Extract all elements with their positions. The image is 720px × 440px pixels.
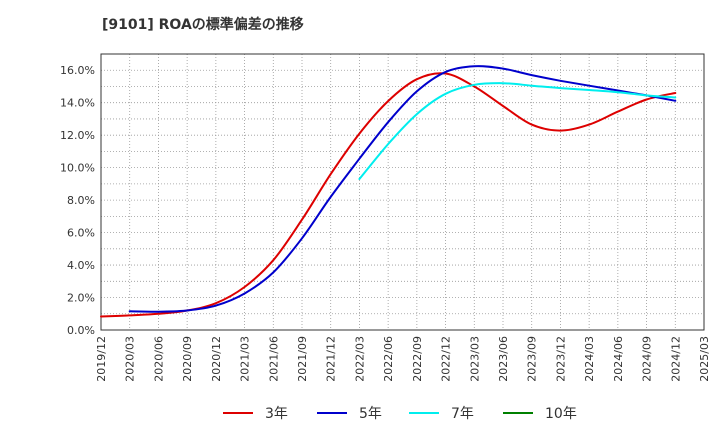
legend-label-3: 10年: [545, 406, 577, 422]
y-tick-label: 4.0%: [67, 259, 95, 272]
x-tick-label: 2021/03: [239, 336, 252, 382]
x-tick-label: 2023/09: [526, 336, 539, 382]
y-tick-label: 0.0%: [67, 324, 95, 337]
x-tick-label: 2022/12: [440, 336, 453, 382]
x-tick-label: 2023/12: [554, 336, 567, 382]
x-tick-label: 2022/06: [382, 336, 395, 382]
chart-title: [9101] ROAの標準偏差の推移: [102, 17, 304, 33]
x-tick-label: 2020/12: [210, 336, 223, 382]
y-tick-label: 12.0%: [60, 129, 95, 142]
x-tick-label: 2024/09: [641, 336, 654, 382]
x-tick-label: 2024/03: [583, 336, 596, 382]
x-tick-label: 2025/03: [698, 336, 711, 382]
x-tick-label: 2019/12: [95, 336, 108, 382]
series-line-2: [358, 82, 677, 180]
x-tick-label: 2020/06: [152, 336, 165, 382]
plot-frame: [100, 53, 705, 331]
x-tick-label: 2021/06: [267, 336, 280, 382]
plot-area: [101, 54, 704, 330]
x-tick-label: 2024/12: [669, 336, 682, 382]
legend-label-0: 3年: [265, 406, 288, 422]
x-tick-label: 2024/06: [612, 336, 625, 382]
legend-label-2: 7年: [451, 406, 474, 422]
x-tick-label: 2020/03: [124, 336, 137, 382]
y-tick-label: 2.0%: [67, 292, 95, 305]
x-tick-label: 2021/12: [325, 336, 338, 382]
y-tick-label: 6.0%: [67, 227, 95, 240]
series-line-1: [128, 65, 677, 313]
y-tick-label: 8.0%: [67, 194, 95, 207]
x-tick-label: 2023/06: [497, 336, 510, 382]
x-tick-label: 2022/03: [353, 336, 366, 382]
legend-label-1: 5年: [359, 406, 382, 422]
x-tick-label: 2023/03: [468, 336, 481, 382]
x-tick-label: 2020/09: [181, 336, 194, 382]
y-tick-label: 16.0%: [60, 64, 95, 77]
y-tick-label: 10.0%: [60, 162, 95, 175]
y-tick-label: 14.0%: [60, 97, 95, 110]
x-tick-label: 2021/09: [296, 336, 309, 382]
x-tick-label: 2022/09: [411, 336, 424, 382]
